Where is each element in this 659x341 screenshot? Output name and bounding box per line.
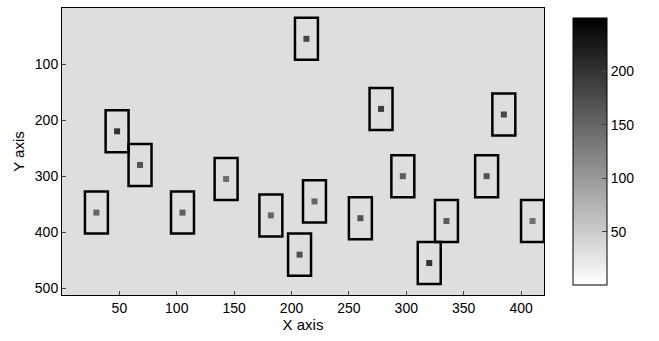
svg-text:500: 500 bbox=[35, 280, 59, 296]
svg-text:100: 100 bbox=[611, 170, 635, 186]
svg-text:Y axis: Y axis bbox=[10, 131, 27, 172]
svg-text:150: 150 bbox=[222, 300, 246, 316]
svg-text:400: 400 bbox=[35, 224, 59, 240]
svg-text:350: 350 bbox=[452, 300, 476, 316]
svg-text:200: 200 bbox=[35, 112, 59, 128]
svg-text:100: 100 bbox=[35, 56, 59, 72]
svg-text:50: 50 bbox=[611, 224, 627, 240]
svg-text:200: 200 bbox=[611, 63, 635, 79]
svg-text:300: 300 bbox=[35, 168, 59, 184]
svg-text:250: 250 bbox=[337, 300, 361, 316]
svg-text:50: 50 bbox=[112, 300, 128, 316]
svg-text:150: 150 bbox=[611, 117, 635, 133]
svg-text:300: 300 bbox=[395, 300, 419, 316]
svg-text:X axis: X axis bbox=[283, 316, 324, 333]
svg-text:400: 400 bbox=[509, 300, 533, 316]
svg-text:100: 100 bbox=[165, 300, 189, 316]
svg-text:200: 200 bbox=[280, 300, 304, 316]
